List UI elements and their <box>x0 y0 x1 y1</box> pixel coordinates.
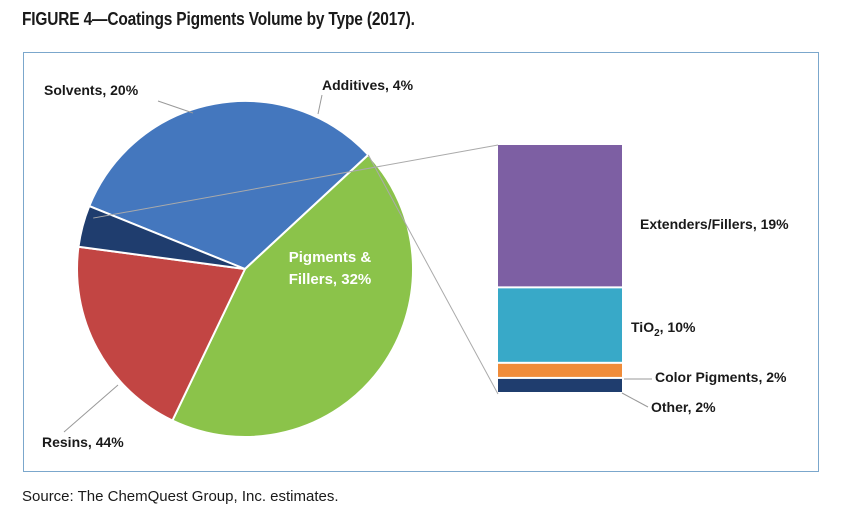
bar-label-tio2: TiO2, 10% <box>631 319 696 339</box>
pie-label-additives: Additives, 4% <box>322 77 414 93</box>
source-note: Source: The ChemQuest Group, Inc. estima… <box>22 488 339 505</box>
connector-line-bottom <box>367 154 499 395</box>
leader-line-solvents <box>157 100 194 114</box>
pie-label-solvents: Solvents, 20% <box>44 82 139 98</box>
leader-line-resins <box>63 384 119 433</box>
pie-slice-pigments-fillers <box>87 99 370 271</box>
figure-title: FIGURE 4—Coatings Pigments Volume by Typ… <box>22 9 415 29</box>
pie-slice-solvents <box>76 245 247 422</box>
pie-slice-resins <box>171 153 415 439</box>
bar-label-extenders-fillers: Extenders/Fillers, 19% <box>640 216 789 232</box>
connector-line-top <box>93 144 499 219</box>
chart-frame <box>23 52 819 472</box>
bar-segment-tio2 <box>498 288 622 362</box>
bar-label-other: Other, 2% <box>651 399 716 415</box>
pie-label-pigments-fillers: Pigments & Fillers, 32% <box>289 249 372 288</box>
pie-slice-additives <box>77 204 246 270</box>
pie-label-resins: Resins, 44% <box>42 434 124 450</box>
bar-label-color-pigments: Color Pigments, 2% <box>655 369 787 385</box>
leader-line-other <box>621 392 649 408</box>
bar-segment-extenders-fillers <box>498 145 622 287</box>
bar-segment-color-pigments <box>498 363 622 377</box>
bar-segment-other <box>498 378 622 392</box>
leader-line-additives <box>317 94 323 115</box>
